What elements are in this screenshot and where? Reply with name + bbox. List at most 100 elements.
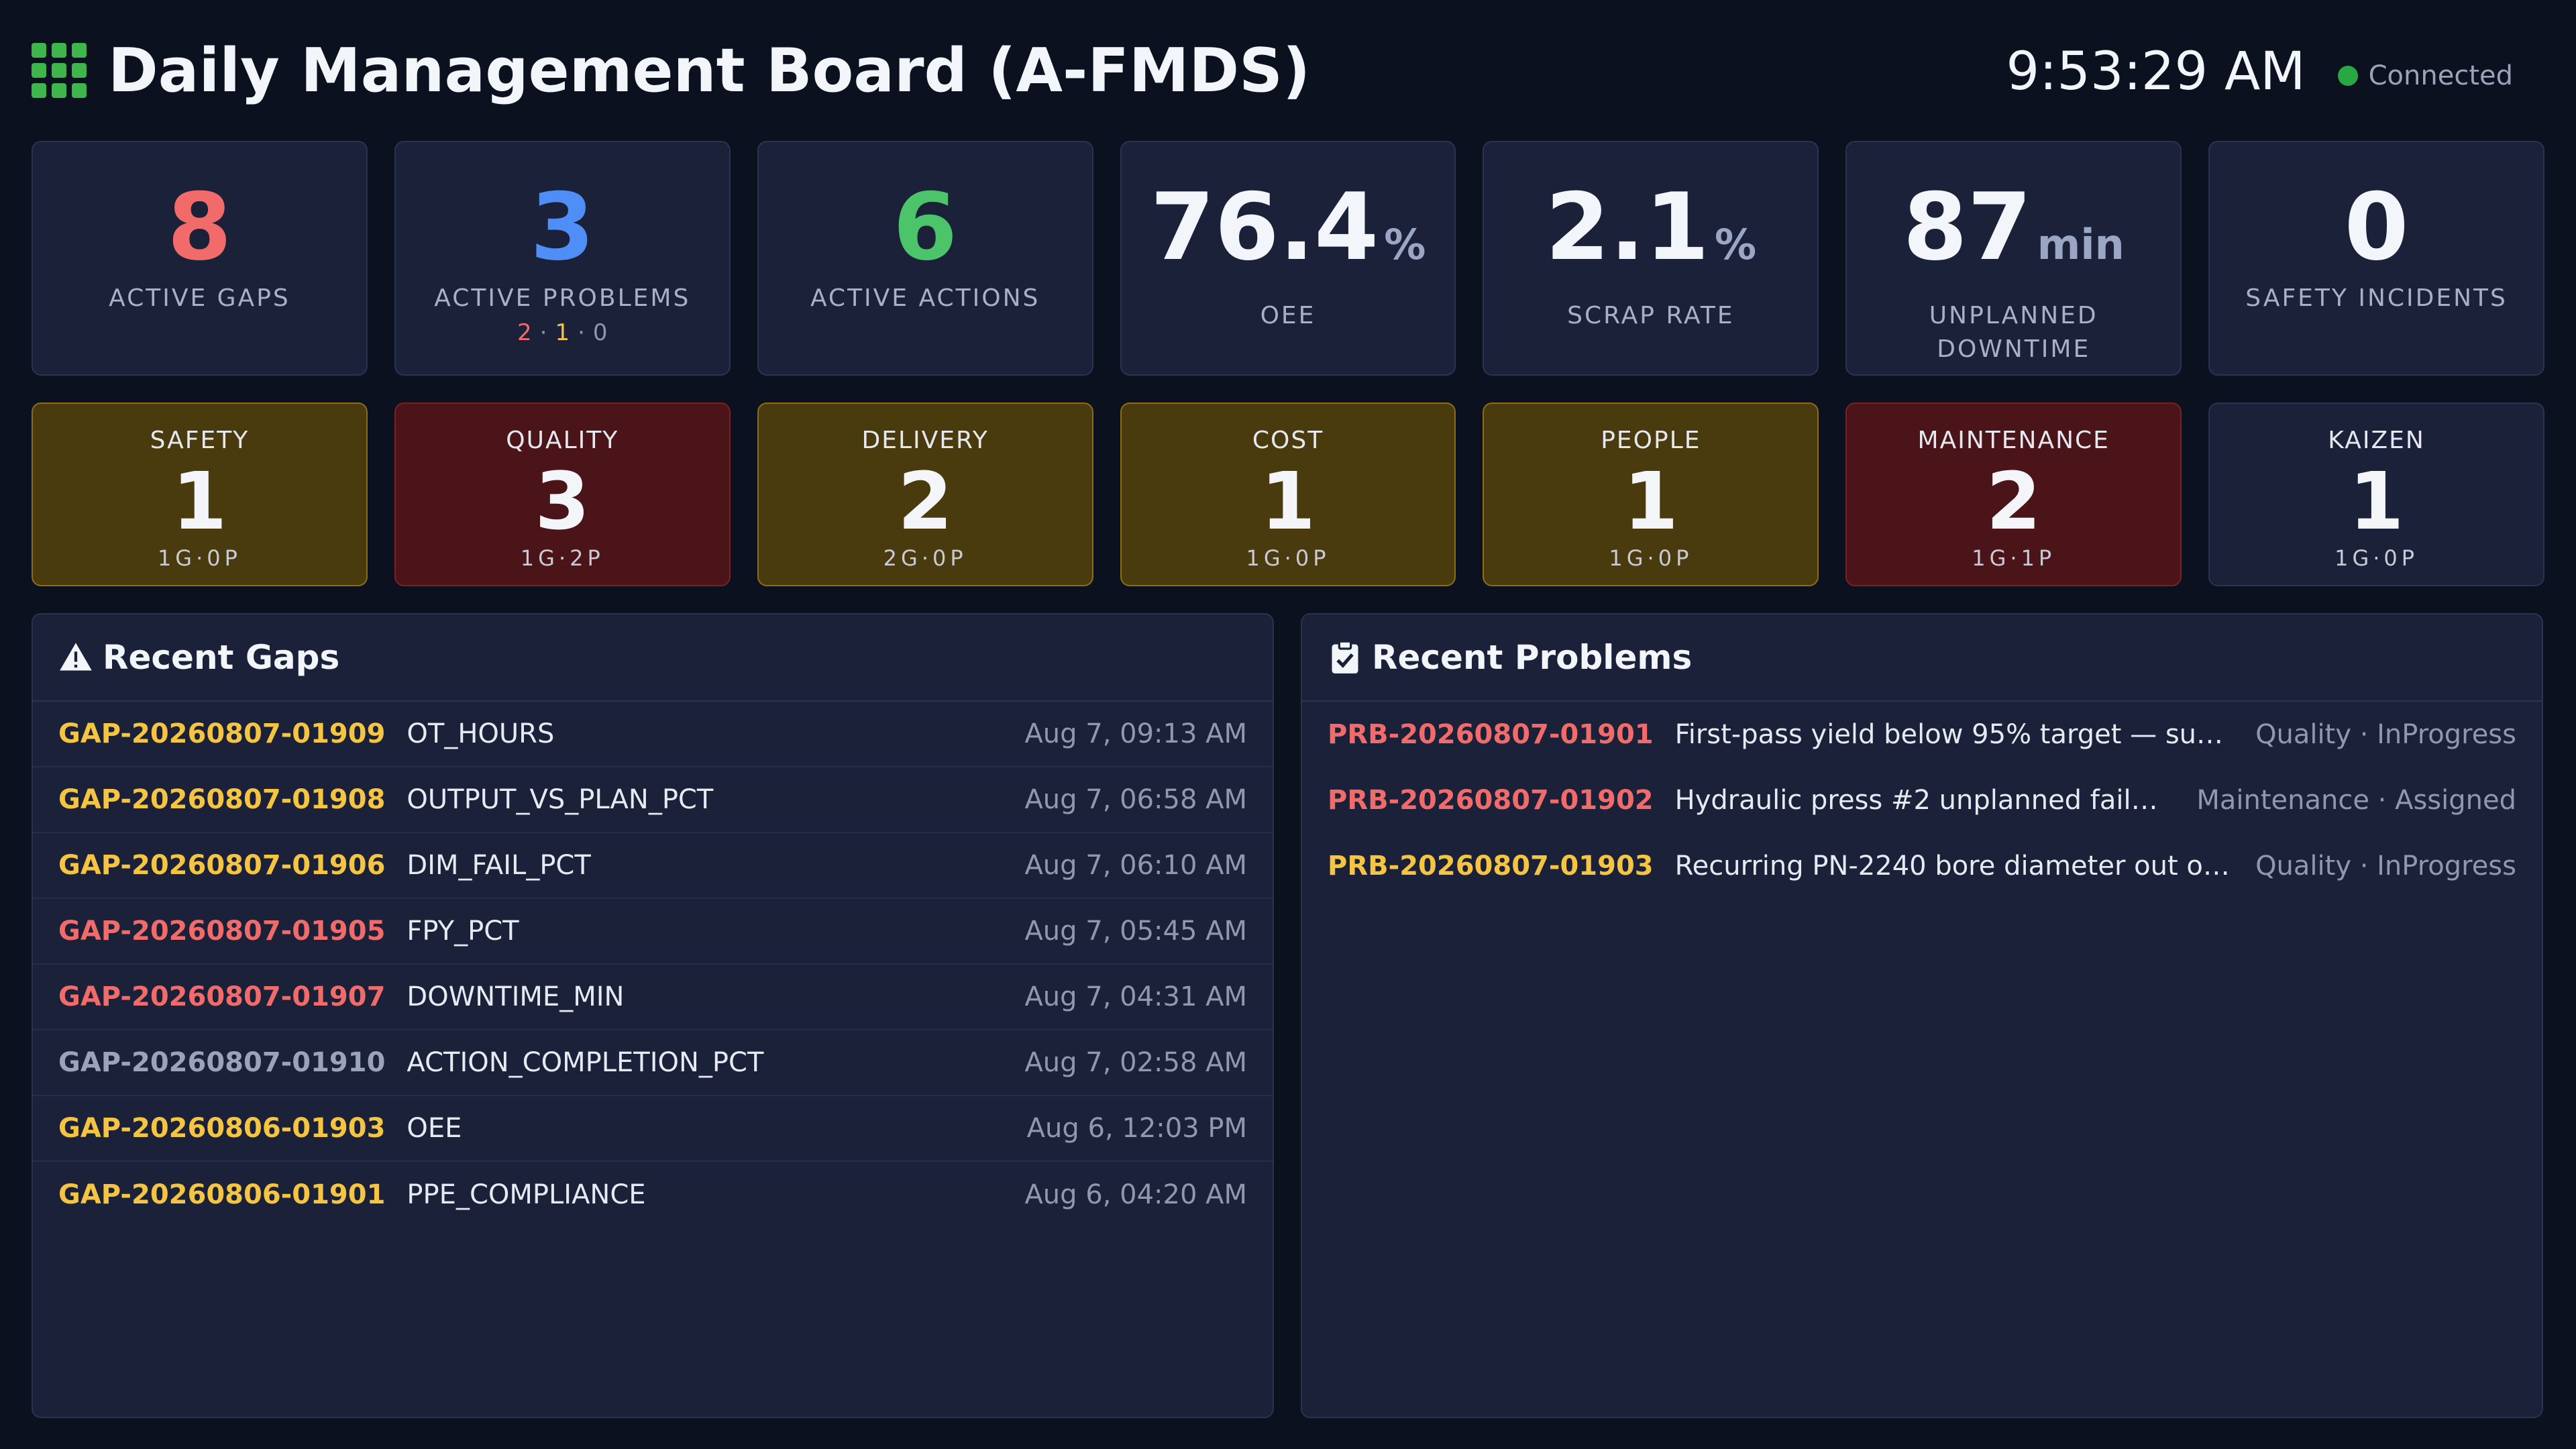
kpi-number: 87 [1902,173,2032,281]
kpi-label: SCRAP RATE [1567,302,1735,329]
gap-row[interactable]: GAP-20260806-01901 PPE_COMPLIANCE Aug 6, 0… [33,1162,1273,1228]
gap-metric: OT_HOURS [407,718,555,749]
category-card-cost[interactable]: COST 1 1G·0P [1120,402,1456,586]
gap-time: Aug 7, 02:58 AM [1024,1047,1247,1078]
gap-time: Aug 7, 09:13 AM [1024,718,1247,749]
kpi-label: SAFETY INCIDENTS [2245,284,2508,312]
gap-time: Aug 7, 06:10 AM [1024,850,1247,881]
kpi-label: ACTIVE GAPS [109,284,290,312]
gap-row[interactable]: GAP-20260807-01906 DIM_FAIL_PCT Aug 7, 06:… [33,833,1273,899]
kpi-number: 2.1 [1545,173,1710,281]
gap-row[interactable]: GAP-20260807-01907 DOWNTIME_MIN Aug 7, 04:… [33,965,1273,1030]
gap-id[interactable]: GAP-20260807-01908 [58,784,386,815]
warning-icon [60,643,92,671]
category-name: PEOPLE [1601,427,1701,454]
kpi-breakdown-value: 2 [517,319,532,346]
clipboard-check-icon [1332,640,1358,674]
gap-time: Aug 7, 04:31 AM [1024,981,1247,1012]
category-name: DELIVERY [861,427,989,454]
kpi-card: 3 ACTIVE PROBLEMS 2 · 1 · 0 [394,141,731,376]
category-name: SAFETY [150,427,250,454]
problem-description: Hydraulic press #2 unplanned failure — r… [1674,785,2173,816]
gap-id[interactable]: GAP-20260806-01901 [58,1179,386,1210]
gap-metric: DIM_FAIL_PCT [407,850,591,881]
kpi-label: UNPLANNED DOWNTIME [1929,302,2098,363]
gap-id[interactable]: GAP-20260807-01910 [58,1047,386,1078]
gap-row[interactable]: GAP-20260807-01908 OUTPUT_VS_PLAN_PCT Aug … [33,767,1273,833]
kpi-value: 8 [167,177,231,278]
problem-id[interactable]: PRB-20260807-01902 [1328,785,1654,816]
gap-metric: OUTPUT_VS_PLAN_PCT [407,784,714,815]
gap-id[interactable]: GAP-20260807-01905 [58,916,386,947]
gap-metric: DOWNTIME_MIN [407,981,625,1012]
kpi-breakdown: 2 · 1 · 0 [517,319,608,346]
kpi-row: 8 ACTIVE GAPS 3 ACTIVE PROBLEMS 2 · 1 · 0 6 ACTIVE… [32,141,2545,376]
gap-metric: ACTION_COMPLETION_PCT [407,1047,764,1078]
grid-icon [32,43,87,98]
gap-time: Aug 7, 05:45 AM [1024,916,1247,947]
panel-title: Recent Gaps [103,638,340,677]
panel-title: Recent Problems [1372,638,1693,677]
problem-id[interactable]: PRB-20260807-01903 [1328,851,1654,881]
page-title: Daily Management Board (A-FMDS) [108,35,1311,106]
clock: 9:53:29 AM [2006,42,2306,102]
category-card-kaizen[interactable]: KAIZEN 1 1G·0P [2208,402,2545,586]
category-count: 3 [535,455,590,547]
category-count: 1 [1260,455,1316,547]
category-card-quality[interactable]: QUALITY 3 1G·2P [394,402,731,586]
status-dot-icon [2337,66,2358,86]
kpi-breakdown-value: · [578,319,585,346]
category-name: COST [1252,427,1324,454]
gap-list: GAP-20260807-01909 OT_HOURS Aug 7, 09:13 A… [33,702,1273,1228]
gap-row[interactable]: GAP-20260807-01905 FPY_PCT Aug 7, 05:45 AM [33,899,1273,965]
recent-gaps-panel: Recent Gaps GAP-20260807-01909 OT_HOURS Au… [32,613,1274,1418]
connection-status: Connected [2368,60,2513,91]
kpi-value: 3 [530,177,594,278]
category-count: 1 [2349,455,2404,547]
kpi-value: 87 min [1903,177,2125,295]
problem-row[interactable]: PRB-20260807-01901 First-pass yield below… [1302,702,2542,767]
problem-meta: Maintenance · Assigned [2196,785,2516,816]
category-name: QUALITY [506,427,619,454]
gap-time: Aug 7, 06:58 AM [1024,784,1247,815]
gap-id[interactable]: GAP-20260806-01903 [58,1113,386,1144]
kpi-value: 76.4% [1150,177,1426,295]
gap-row[interactable]: GAP-20260806-01903 OEE Aug 6, 12:03 PM [33,1096,1273,1162]
problem-id[interactable]: PRB-20260807-01901 [1328,719,1654,750]
gap-metric: PPE_COMPLIANCE [407,1179,646,1210]
category-card-people[interactable]: PEOPLE 1 1G·0P [1483,402,1819,586]
kpi-label: ACTIVE PROBLEMS [434,284,691,312]
gap-metric: OEE [407,1113,462,1144]
gap-row[interactable]: GAP-20260807-01910 ACTION_COMPLETION_PCT A… [33,1030,1273,1096]
category-count: 1 [1623,455,1678,547]
gap-time: Aug 6, 12:03 PM [1026,1113,1247,1144]
problem-row[interactable]: PRB-20260807-01902 Hydraulic press #2 unp… [1302,767,2542,833]
kpi-card: 87 min UNPLANNED DOWNTIME [1845,141,2182,376]
category-card-delivery[interactable]: DELIVERY 2 2G·0P [757,402,1093,586]
category-breakdown: 1G·0P [157,545,241,571]
category-name: KAIZEN [2328,427,2425,454]
category-row: SAFETY 1 1G·0P QUALITY 3 1G·2P DELIVERY 2 2G·0P C… [32,402,2545,586]
category-card-maintenance[interactable]: MAINTENANCE 2 1G·1P [1845,402,2182,586]
category-count: 2 [898,455,953,547]
category-card-safety[interactable]: SAFETY 1 1G·0P [32,402,368,586]
kpi-label: ACTIVE ACTIONS [810,284,1040,312]
gap-id[interactable]: GAP-20260807-01909 [58,718,386,749]
gap-id[interactable]: GAP-20260807-01906 [58,850,386,881]
category-count: 1 [172,455,227,547]
kpi-breakdown-value: · [539,319,547,346]
kpi-unit: min [2037,220,2125,269]
category-breakdown: 1G·0P [1246,545,1330,571]
problem-list: PRB-20260807-01901 First-pass yield below… [1302,702,2542,899]
gap-row[interactable]: GAP-20260807-01909 OT_HOURS Aug 7, 09:13 A… [33,702,1273,767]
problem-row[interactable]: PRB-20260807-01903 Recurring PN-2240 bore… [1302,833,2542,899]
title-wrap: Daily Management Board (A-FMDS) [32,36,1310,106]
gap-id[interactable]: GAP-20260807-01907 [58,981,386,1012]
problem-description: First-pass yield below 95% target — sub-… [1674,719,2231,750]
panels: Recent Gaps GAP-20260807-01909 OT_HOURS Au… [32,613,2544,1418]
header: Daily Management Board (A-FMDS) 9:53:29 … [32,0,2544,141]
kpi-value: 6 [893,177,957,278]
kpi-number: 6 [893,173,958,281]
category-breakdown: 1G·2P [520,545,604,571]
